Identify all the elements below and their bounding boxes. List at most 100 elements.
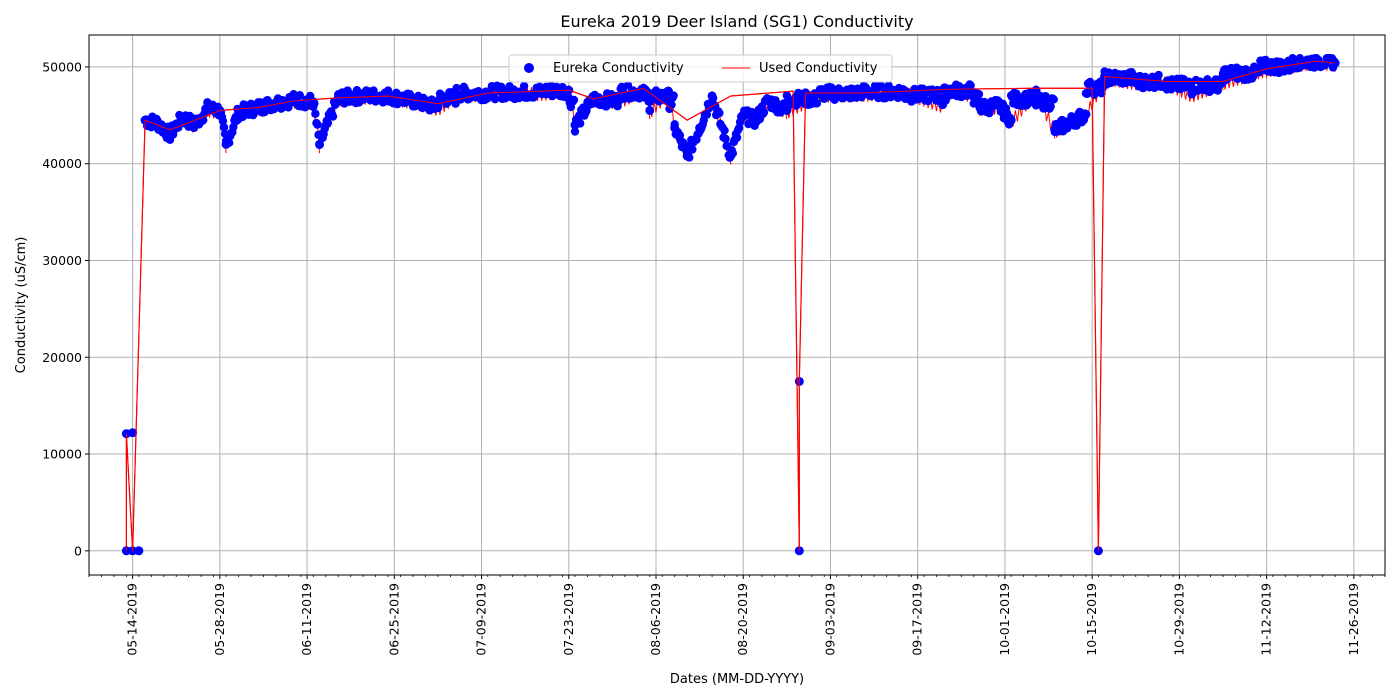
scatter-point-band (490, 94, 500, 104)
scatter-point (433, 103, 443, 113)
scatter-point (645, 105, 655, 115)
scatter-point (763, 96, 773, 106)
x-tick-label: 10-15-2019 (1084, 583, 1099, 656)
scatter-point (221, 139, 231, 149)
scatter-point (202, 104, 212, 114)
scatter-point (234, 107, 244, 117)
scatter-point (539, 87, 549, 97)
y-tick-label: 50000 (42, 59, 82, 74)
scatter-point (994, 101, 1004, 111)
scatter-point-band (313, 120, 322, 129)
used-conductivity-line-overlay (125, 60, 1336, 551)
x-tick-label: 09-03-2019 (822, 583, 837, 656)
x-tick-label: 08-20-2019 (735, 583, 750, 656)
legend-label-used-conductivity: Used Conductivity (759, 61, 878, 76)
x-tick-label: 08-06-2019 (648, 583, 663, 656)
x-tick-label: 07-23-2019 (561, 583, 576, 656)
scatter-point (782, 105, 792, 115)
grid-lines (89, 35, 1385, 575)
x-tick-label: 05-28-2019 (212, 583, 227, 656)
y-tick-label: 30000 (42, 253, 82, 268)
scatter-point (969, 89, 979, 99)
scatter-point (452, 89, 462, 99)
scatter-point-band (812, 99, 822, 108)
scatter-point (570, 120, 580, 130)
scatter-point-band (328, 112, 338, 121)
y-tick-label: 0 (74, 543, 82, 558)
scatter-point-band (218, 116, 228, 126)
scatter-point (165, 130, 175, 140)
x-tick-label: 06-11-2019 (299, 583, 314, 656)
scatter-point (1255, 65, 1265, 75)
y-axis-title: Conductivity (uS/cm) (14, 237, 29, 374)
legend-label-eureka-conductivity: Eureka Conductivity (553, 61, 684, 76)
y-tick-label: 40000 (42, 156, 82, 171)
x-tick-label: 05-14-2019 (125, 583, 140, 656)
scatter-point (153, 118, 163, 128)
scatter-point (682, 151, 692, 161)
scatter-point-band (759, 108, 769, 117)
scatter-point-band (219, 123, 229, 132)
scatter-point (1311, 55, 1321, 65)
scatter-point-band (519, 81, 529, 91)
legend-scatter-marker (524, 63, 534, 73)
scatter-point (1081, 109, 1091, 119)
scatter-point (177, 112, 187, 122)
y-tick-label: 20000 (42, 350, 82, 365)
x-tick-label: 10-29-2019 (1171, 583, 1186, 656)
chart-title: Eureka 2019 Deer Island (SG1) Conductivi… (560, 12, 913, 31)
scatter-point (128, 428, 138, 438)
scatter-point (315, 139, 325, 149)
scatter-point (308, 97, 318, 107)
scatter-point (670, 123, 680, 133)
scatter-point-band (1154, 70, 1163, 80)
scatter-point (190, 120, 200, 130)
scatter-point (695, 123, 705, 133)
scatter-point (408, 96, 418, 106)
scatter-point-band (1046, 102, 1055, 111)
scatter-point-band (715, 108, 724, 118)
scatter-point-band (721, 134, 730, 144)
scatter-point (358, 91, 368, 101)
legend-box (508, 54, 893, 83)
x-tick-label: 09-17-2019 (910, 583, 925, 656)
scatter-point (614, 96, 624, 106)
scatter-point-band (582, 106, 591, 115)
scatter-point-band (569, 95, 579, 105)
scatter-point-band (720, 126, 729, 135)
scatter-point (751, 115, 761, 125)
scatter-point (1006, 115, 1016, 125)
scatter-point (1031, 85, 1041, 95)
scatter-point-band (229, 122, 238, 132)
scatter-point (271, 98, 281, 108)
scatter-point-band (1063, 124, 1072, 133)
x-tick-label: 07-09-2019 (474, 583, 489, 656)
x-tick-label: 10-01-2019 (997, 583, 1012, 656)
scatter-point-band (311, 109, 320, 118)
legend: Eureka Conductivity Used Conductivity (508, 54, 893, 83)
scatter-point-band (732, 133, 742, 142)
scatter-point (707, 91, 717, 101)
plot-area-frame (88, 34, 1386, 576)
scatter-point-band (323, 118, 333, 128)
scatter-point (1330, 58, 1340, 68)
scatter-point (290, 95, 300, 105)
scatter-point (738, 110, 748, 120)
scatter-point (975, 103, 985, 113)
scatter-point (1187, 89, 1197, 99)
scatter-point (663, 86, 673, 96)
x-tick-label: 06-25-2019 (386, 583, 401, 656)
eureka-conductivity-scatter-layer (121, 54, 1340, 556)
scatter-point (726, 151, 736, 161)
axis-ticks: 05-14-2019 05-28-2019 06-11-2019 06-25-2019… (42, 59, 1386, 656)
scatter-point (813, 89, 823, 99)
scatter-point-band (1049, 95, 1058, 104)
scatter-point (134, 546, 144, 556)
scatter-point-band (623, 81, 633, 90)
scatter-point-band (570, 127, 580, 136)
x-axis-title: Dates (MM-DD-YYYY) (670, 672, 804, 687)
y-tick-label: 10000 (42, 447, 82, 462)
scatter-point (1050, 125, 1060, 135)
x-tick-label: 11-26-2019 (1346, 583, 1361, 656)
